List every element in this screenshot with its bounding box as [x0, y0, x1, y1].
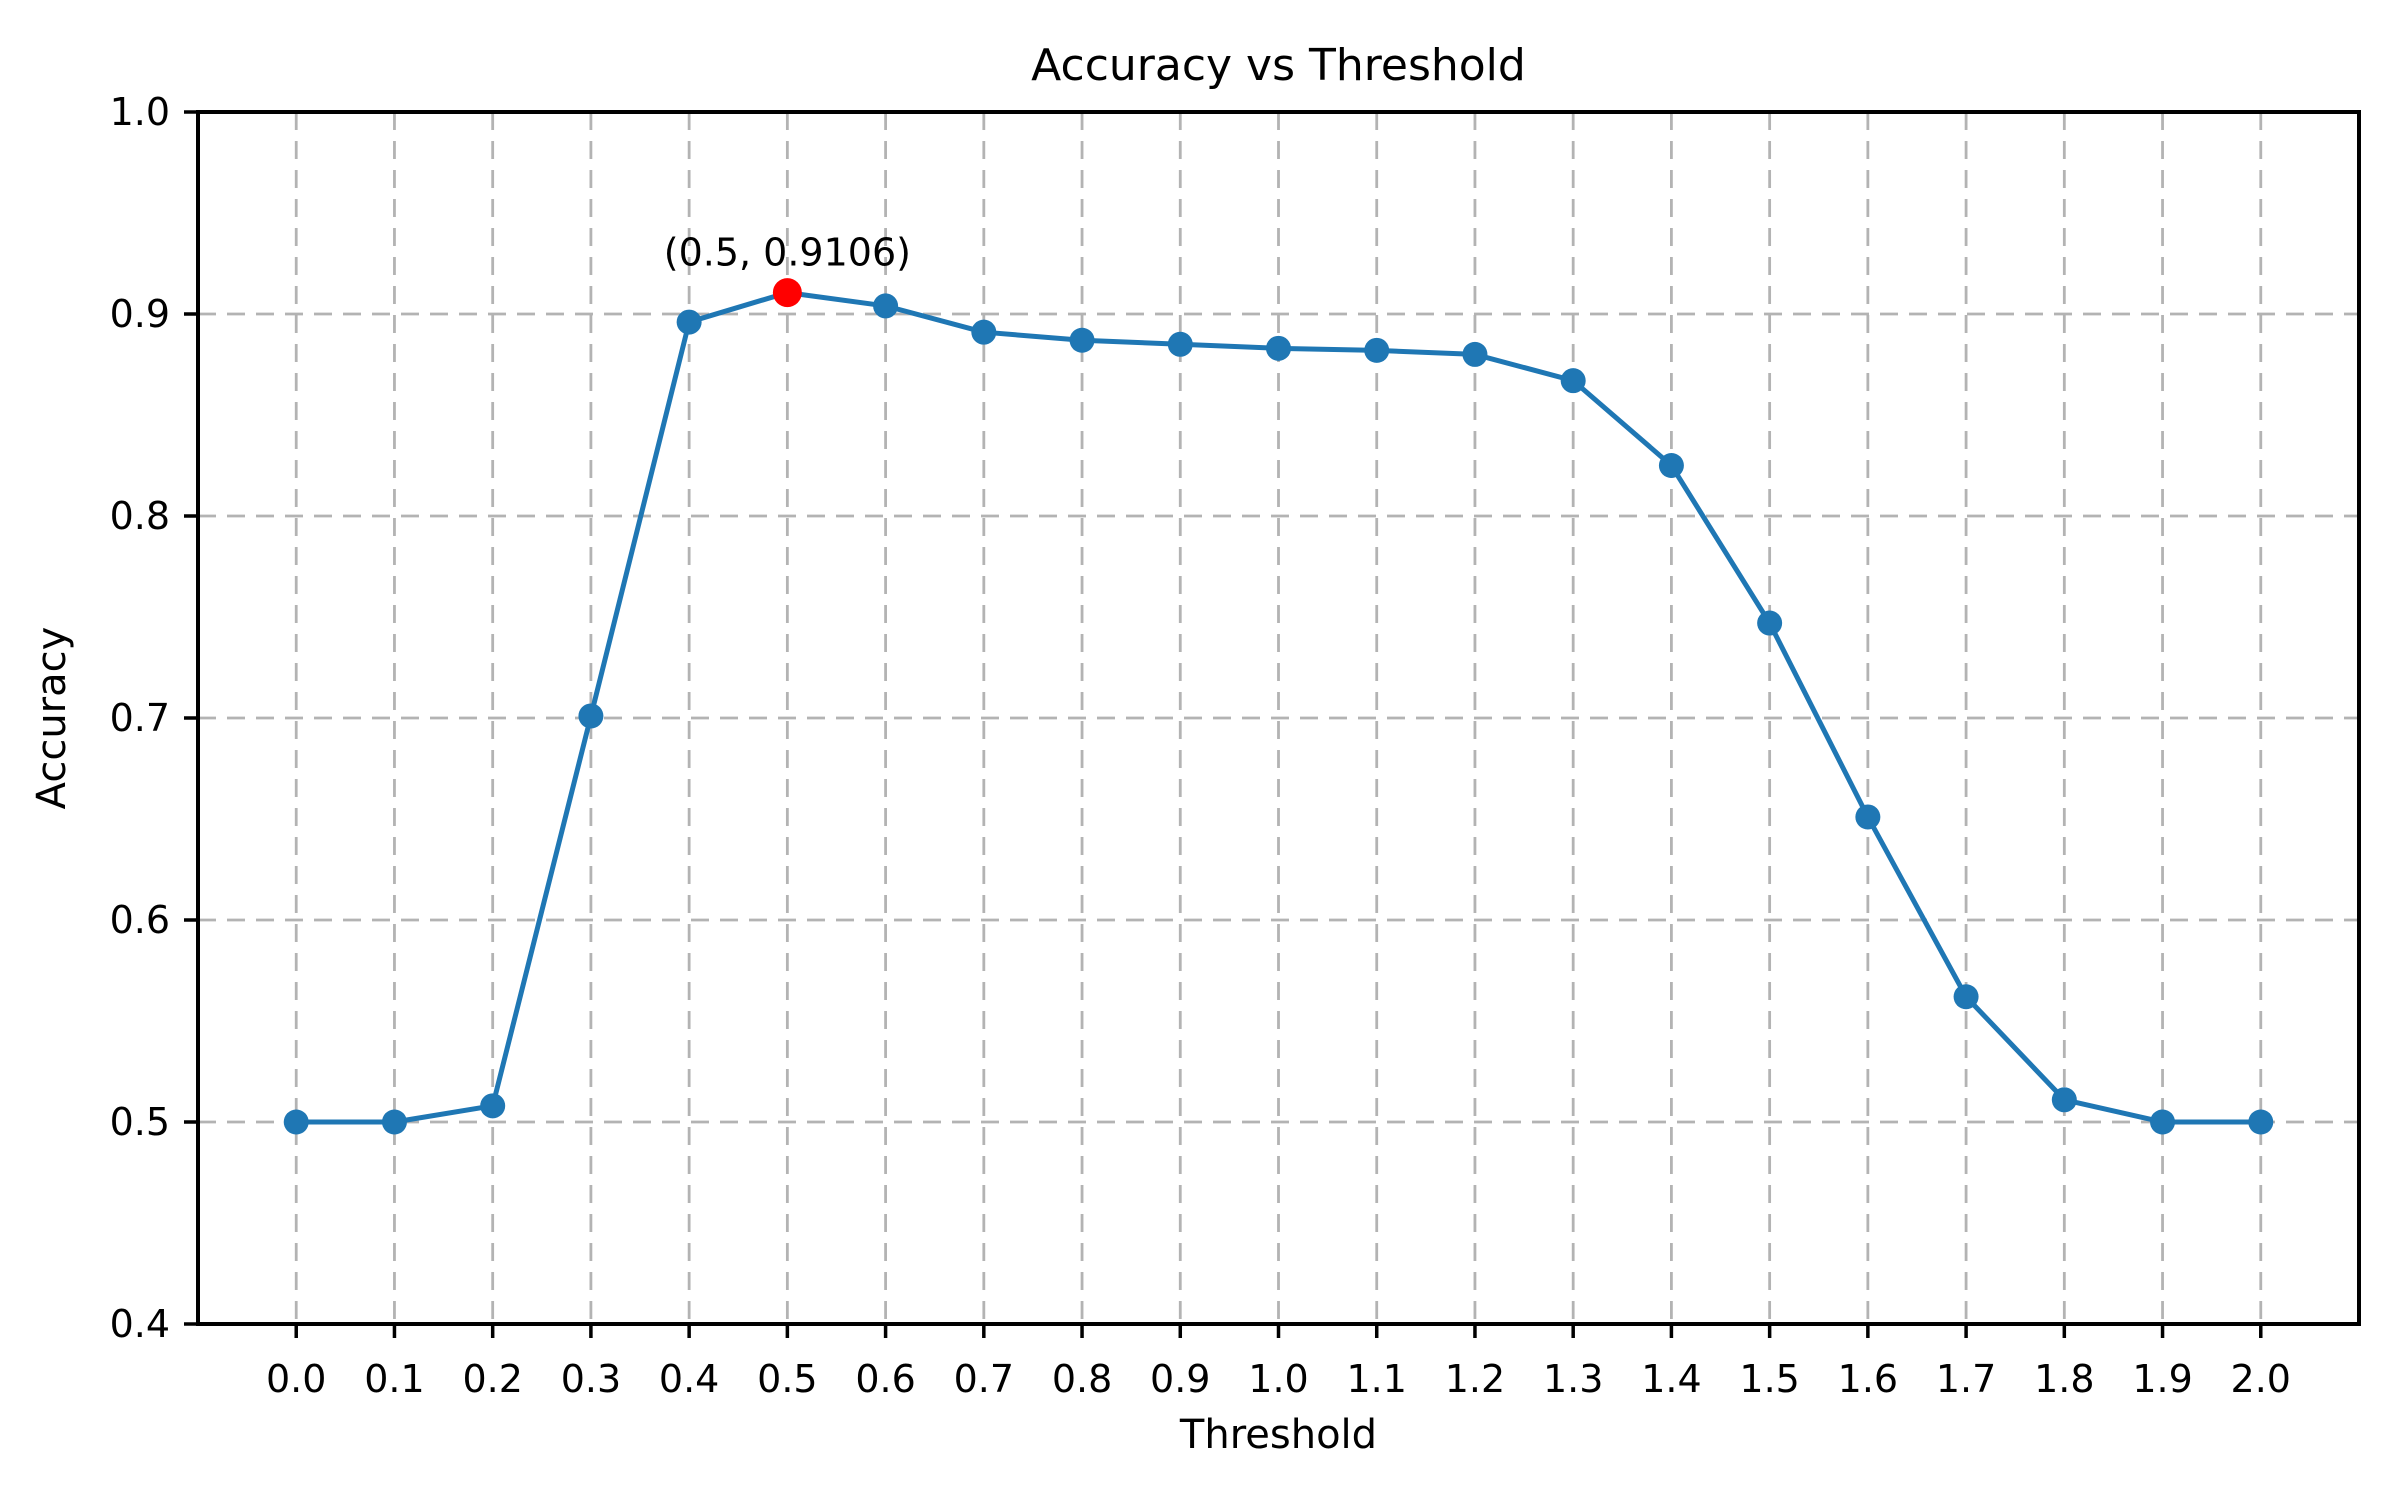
x-tick-label: 1.4: [1641, 1357, 1701, 1401]
x-tick-label: 1.3: [1543, 1357, 1603, 1401]
x-tick-label: 1.5: [1739, 1357, 1799, 1401]
tick-labels: 0.0 0.1 0.2 0.3 0.4 0.5 0.6 0.7 0.8 0.9 1.0 1.1 1.2 1…: [110, 90, 2291, 1401]
y-tick-label: 0.9: [110, 292, 170, 336]
x-tick-label: 0.5: [757, 1357, 817, 1401]
x-tick-label: 0.7: [954, 1357, 1014, 1401]
data-point-marker: [1069, 327, 1095, 353]
x-tick-label: 0.2: [462, 1357, 522, 1401]
data-point-marker: [676, 309, 702, 335]
highlight-point-marker: [772, 278, 802, 308]
data-point-marker: [1855, 804, 1881, 830]
data-point-marker: [283, 1109, 309, 1135]
x-tick-label: 1.6: [1838, 1357, 1898, 1401]
data-point-marker: [1560, 368, 1586, 394]
x-tick-label: 0.9: [1150, 1357, 1210, 1401]
x-tick-label: 0.8: [1052, 1357, 1112, 1401]
y-tick-label: 0.6: [110, 898, 170, 942]
x-tick-label: 1.9: [2132, 1357, 2192, 1401]
y-tick-label: 0.4: [110, 1302, 170, 1346]
data-point-marker: [1462, 341, 1488, 367]
y-tick-label: 1.0: [110, 90, 170, 134]
axis-ticks: [184, 110, 2263, 1338]
data-point-marker: [2051, 1087, 2077, 1113]
data-point-marker: [971, 319, 997, 345]
y-tick-label: 0.7: [110, 696, 170, 740]
data-point-marker: [1167, 331, 1193, 357]
chart-title: Accuracy vs Threshold: [1031, 40, 1526, 91]
data-point-marker: [1658, 453, 1684, 478]
data-point-marker: [873, 293, 899, 319]
data-point-marker: [480, 1093, 506, 1119]
x-tick-label: 1.8: [2034, 1357, 2094, 1401]
peak-annotation: (0.5, 0.9106): [664, 231, 911, 275]
y-tick-label: 0.5: [110, 1100, 170, 1144]
data-point-marker: [2150, 1109, 2176, 1135]
x-tick-label: 1.0: [1248, 1357, 1308, 1401]
x-tick-label: 0.0: [266, 1357, 326, 1401]
data-series: [283, 278, 2274, 1135]
x-tick-label: 2.0: [2231, 1357, 2291, 1401]
data-point-marker: [1364, 337, 1390, 363]
x-tick-label: 0.6: [855, 1357, 915, 1401]
data-point-marker: [1953, 984, 1979, 1010]
grid-lines: [198, 110, 2359, 1326]
x-tick-label: 0.1: [364, 1357, 424, 1401]
data-point-marker: [1266, 335, 1291, 361]
data-point-marker: [2248, 1109, 2274, 1135]
x-tick-label: 1.2: [1445, 1357, 1505, 1401]
data-point-marker: [1757, 610, 1783, 636]
x-tick-label: 0.4: [659, 1357, 719, 1401]
x-tick-label: 1.7: [1936, 1357, 1996, 1401]
x-axis-label: Threshold: [1179, 1412, 1377, 1458]
y-tick-label: 0.8: [110, 494, 170, 538]
x-tick-label: 0.3: [561, 1357, 621, 1401]
data-point-marker: [578, 703, 604, 729]
data-point-marker: [381, 1109, 407, 1135]
y-axis-label: Accuracy: [29, 627, 75, 810]
x-tick-label: 1.1: [1347, 1357, 1407, 1401]
